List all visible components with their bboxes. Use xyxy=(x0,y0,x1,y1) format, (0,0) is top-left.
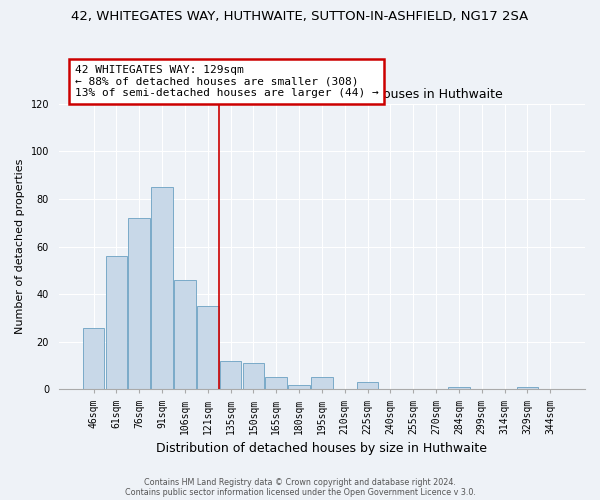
Bar xyxy=(151,187,173,390)
Bar xyxy=(128,218,150,390)
Bar xyxy=(174,280,196,390)
Bar xyxy=(265,378,287,390)
Text: 42 WHITEGATES WAY: 129sqm
← 88% of detached houses are smaller (308)
13% of semi: 42 WHITEGATES WAY: 129sqm ← 88% of detac… xyxy=(74,65,379,98)
Bar xyxy=(311,378,333,390)
X-axis label: Distribution of detached houses by size in Huthwaite: Distribution of detached houses by size … xyxy=(157,442,487,455)
Bar xyxy=(220,361,241,390)
Bar xyxy=(517,387,538,390)
Bar xyxy=(448,387,470,390)
Title: Size of property relative to detached houses in Huthwaite: Size of property relative to detached ho… xyxy=(141,88,503,102)
Bar xyxy=(242,363,264,390)
Y-axis label: Number of detached properties: Number of detached properties xyxy=(15,159,25,334)
Text: 42, WHITEGATES WAY, HUTHWAITE, SUTTON-IN-ASHFIELD, NG17 2SA: 42, WHITEGATES WAY, HUTHWAITE, SUTTON-IN… xyxy=(71,10,529,23)
Text: Contains HM Land Registry data © Crown copyright and database right 2024.
Contai: Contains HM Land Registry data © Crown c… xyxy=(125,478,475,497)
Bar xyxy=(106,256,127,390)
Bar xyxy=(197,306,218,390)
Bar xyxy=(83,328,104,390)
Bar xyxy=(288,384,310,390)
Bar xyxy=(357,382,379,390)
